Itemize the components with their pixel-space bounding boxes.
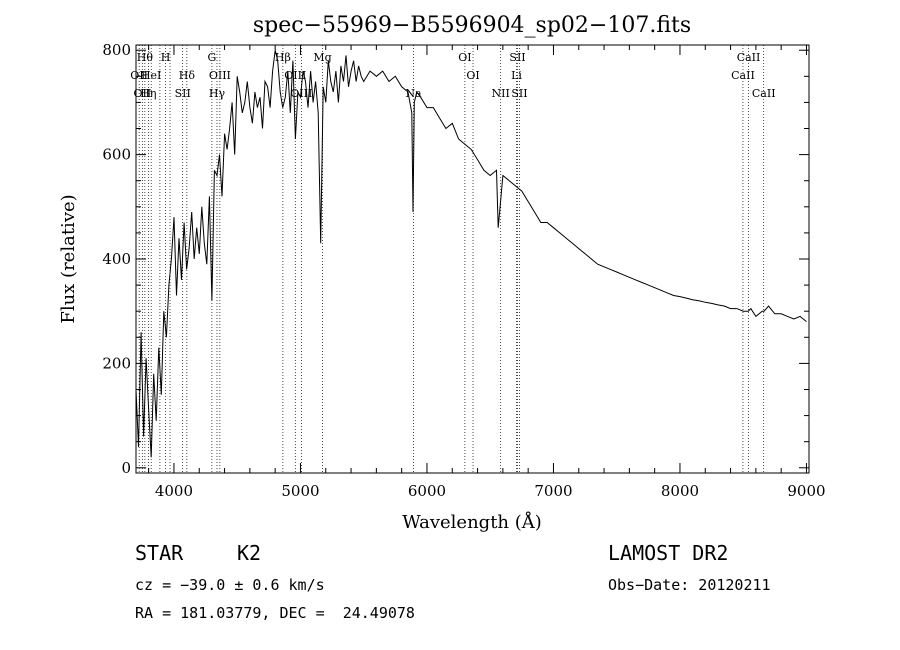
line-marker-label: NII <box>492 87 510 100</box>
y-tick-label: 600 <box>102 146 131 164</box>
x-tick-label: 5000 <box>281 482 319 500</box>
line-marker-label: SII <box>511 87 527 100</box>
y-tick-label: 0 <box>121 459 131 477</box>
line-marker-label: OI <box>458 51 471 64</box>
redshift-text: cz = −39.0 ± 0.6 km/s <box>135 576 325 594</box>
line-marker-label: H <box>161 51 171 64</box>
y-tick-label: 400 <box>102 250 131 268</box>
object-subclass: K2 <box>237 541 262 565</box>
obs-date: Obs−Date: 20120211 <box>608 576 771 594</box>
line-marker-label: SII <box>509 51 525 64</box>
line-marker-label: Hδ <box>179 69 196 82</box>
x-tick-label: 6000 <box>408 482 446 500</box>
line-marker-label: SII <box>175 87 191 100</box>
y-axis: 0 200 400 600 800 <box>102 41 809 477</box>
spectrum-line <box>135 50 807 458</box>
object-class: STAR <box>135 541 184 565</box>
x-axis-label: Wavelength (Å) <box>402 511 542 533</box>
line-marker-label: Na <box>405 87 422 100</box>
line-marker-label: OI <box>466 69 479 82</box>
line-markers: OIIOIIHθHηHeIHSIIHδGHγOIIIHβOIIIOIIIMgNa… <box>130 45 776 473</box>
plot-frame <box>135 44 810 474</box>
line-marker-label: Hη <box>140 87 156 100</box>
chart-title: spec−55969−B5596904_sp02−107.fits <box>253 13 691 38</box>
x-tick-label: 4000 <box>155 482 193 500</box>
x-axis: 4000 5000 6000 7000 8000 9000 <box>148 45 826 500</box>
line-marker-label: G <box>208 51 217 64</box>
y-tick-label: 200 <box>102 354 131 372</box>
y-tick-label: 800 <box>102 41 131 59</box>
line-marker-label: OII <box>130 69 148 82</box>
line-marker-label: Li <box>511 69 522 82</box>
line-marker-label: Hγ <box>209 87 226 100</box>
line-marker-label: OIII <box>284 69 306 82</box>
line-marker-label: CaII <box>737 51 761 64</box>
line-marker-label: Mg <box>313 51 331 64</box>
x-tick-label: 9000 <box>787 482 825 500</box>
line-marker-label: HeI <box>141 69 161 82</box>
spectrum-series <box>135 50 807 458</box>
line-marker-label: Hβ <box>275 51 291 64</box>
x-tick-label: 7000 <box>534 482 572 500</box>
line-marker-label: CaII <box>752 87 776 100</box>
y-axis-label: Flux (relative) <box>58 194 79 323</box>
coordinates: RA = 181.03779, DEC = 24.49078 <box>135 604 415 622</box>
line-marker-label: OIII <box>209 69 231 82</box>
line-marker-label: CaII <box>731 69 755 82</box>
x-tick-label: 8000 <box>661 482 699 500</box>
survey-name: LAMOST DR2 <box>608 541 729 565</box>
line-marker-label: Hθ <box>137 51 154 64</box>
line-marker-label: OII <box>133 87 151 100</box>
